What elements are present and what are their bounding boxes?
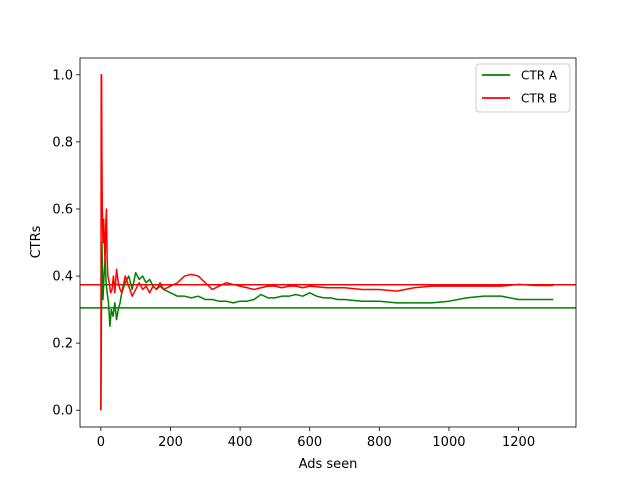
x-tick-label: 400 — [228, 435, 253, 450]
y-axis-label: CTRs — [29, 225, 44, 258]
x-tick-label: 800 — [367, 435, 392, 450]
legend: CTR A CTR B — [475, 63, 571, 113]
x-axis-label: Ads seen — [299, 457, 358, 472]
x-tick-label: 1200 — [502, 435, 535, 450]
x-tick-label: 200 — [158, 435, 183, 450]
reference-lines — [80, 284, 576, 309]
series-line-ctr-b — [100, 74, 554, 411]
x-tick-label: 0 — [97, 435, 105, 450]
series-lines — [100, 74, 554, 411]
legend-label-ctr-b: CTR B — [521, 92, 557, 106]
x-tick-label: 1000 — [432, 435, 465, 450]
legend-label-ctr-a: CTR A — [521, 69, 558, 83]
y-tick-label: 1.0 — [52, 68, 73, 83]
x-tick-label: 600 — [297, 435, 322, 450]
y-axis-ticks: 0.0 0.2 0.4 0.6 0.8 1.0 — [52, 68, 80, 419]
series-line-ctr-a — [100, 241, 554, 411]
y-tick-label: 0.8 — [52, 135, 73, 150]
y-tick-label: 0.2 — [52, 337, 73, 352]
x-axis-ticks: 0 200 400 600 800 1000 1200 — [97, 427, 535, 450]
legend-box — [475, 63, 571, 113]
y-tick-label: 0.6 — [52, 202, 73, 217]
y-tick-label: 0.0 — [52, 404, 73, 419]
plot-frame — [79, 57, 577, 428]
plot-area — [80, 58, 576, 427]
y-tick-label: 0.4 — [52, 270, 73, 285]
